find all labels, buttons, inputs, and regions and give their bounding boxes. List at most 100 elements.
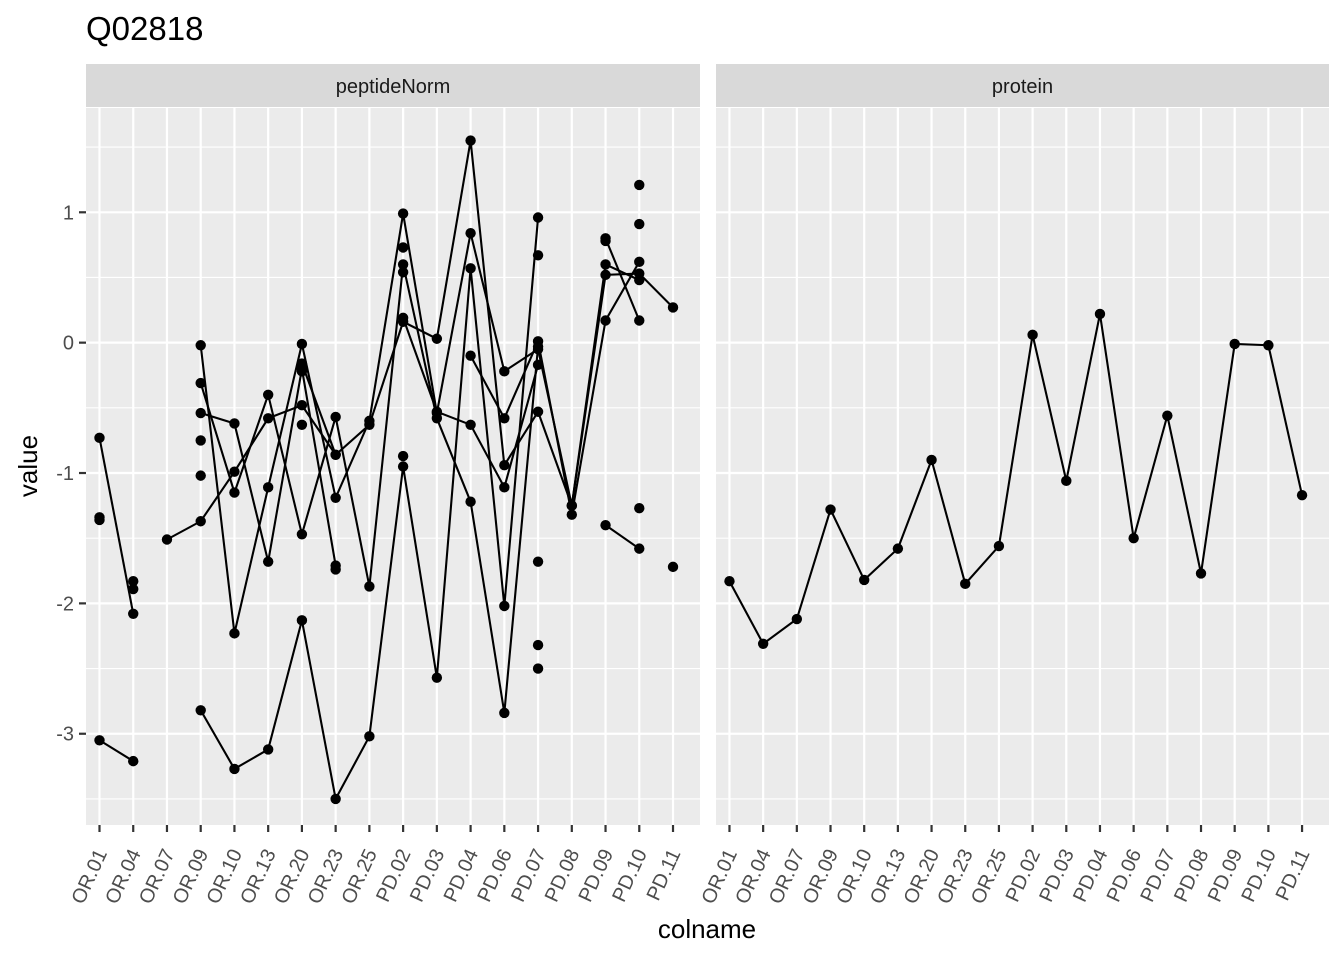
data-point [195, 470, 206, 481]
data-point [397, 242, 409, 253]
data-point [1162, 410, 1173, 421]
data-point [195, 705, 206, 716]
data-point [262, 389, 274, 400]
data-point [1061, 475, 1072, 487]
data-point [993, 540, 1005, 552]
data-point [195, 435, 206, 446]
series-line [98, 437, 135, 615]
series-line [604, 524, 640, 550]
data-point [128, 576, 139, 587]
data-point [262, 744, 274, 755]
y-axis-title: value [13, 435, 43, 497]
data-point [600, 235, 611, 247]
data-point [1027, 329, 1038, 341]
data-point [499, 413, 510, 424]
data-point [397, 267, 409, 278]
data-point [229, 418, 240, 429]
data-point [892, 543, 904, 554]
data-point [1195, 568, 1207, 579]
data-point [330, 564, 341, 575]
y-tick-label: -3 [56, 724, 74, 746]
data-point [634, 268, 645, 279]
data-point [330, 449, 341, 460]
data-point [364, 731, 375, 742]
facet-strip-label: protein [992, 76, 1053, 98]
data-point [296, 400, 308, 411]
data-point [296, 366, 308, 377]
data-point [431, 672, 443, 683]
data-point [397, 312, 409, 324]
data-point [532, 639, 544, 651]
data-point [926, 454, 937, 466]
data-point [634, 179, 645, 191]
panel-background [86, 108, 700, 825]
data-point [397, 461, 409, 472]
facet-strip-peptideNorm [86, 64, 700, 107]
data-point [431, 333, 443, 344]
data-point [465, 419, 476, 430]
series-line [300, 363, 337, 456]
data-point [1296, 489, 1308, 501]
data-point [229, 466, 240, 477]
data-point [634, 315, 645, 326]
data-point [229, 628, 240, 639]
data-point [532, 359, 544, 371]
data-point [229, 487, 240, 498]
data-point [364, 581, 375, 592]
data-point [94, 432, 105, 444]
data-point [634, 543, 645, 554]
data-point [600, 519, 611, 531]
data-point [296, 529, 308, 540]
data-point [667, 302, 679, 313]
data-point [128, 583, 139, 595]
data-point [499, 459, 510, 471]
data-point [634, 218, 645, 230]
data-point [1094, 308, 1106, 320]
data-point [330, 793, 341, 805]
data-point [397, 208, 409, 219]
data-point [195, 340, 206, 351]
data-point [1229, 338, 1240, 350]
data-point [161, 534, 173, 545]
data-point [431, 406, 443, 417]
y-tick-label: -1 [56, 463, 74, 485]
data-point [465, 263, 476, 274]
data-point [825, 504, 836, 515]
data-point [532, 406, 544, 417]
series-line [98, 739, 134, 763]
data-point [858, 574, 870, 586]
data-point [634, 256, 645, 268]
data-point [600, 269, 611, 281]
facet-strip-protein [716, 64, 1329, 107]
series-line [728, 313, 1304, 646]
data-point [262, 556, 274, 567]
data-point [499, 366, 510, 377]
x-axis-title: colname [658, 914, 756, 944]
data-point [296, 338, 308, 350]
y-tick-label: 1 [63, 202, 74, 224]
data-point [364, 419, 375, 430]
data-point [465, 496, 476, 507]
series-line [604, 237, 641, 321]
data-point [566, 509, 578, 520]
data-point [499, 482, 510, 493]
series-line [199, 213, 640, 634]
data-point [600, 259, 611, 270]
data-point [499, 600, 510, 612]
data-point [330, 492, 341, 503]
data-point [960, 578, 971, 590]
data-point [94, 514, 105, 526]
data-point [532, 336, 544, 347]
facet-strip-label: peptideNorm [336, 76, 451, 98]
data-point [397, 450, 409, 462]
data-point [499, 707, 510, 719]
data-point [532, 212, 544, 223]
data-point [465, 350, 476, 361]
data-point [128, 608, 139, 620]
data-point [229, 763, 240, 775]
data-point [195, 516, 206, 527]
y-tick-label: 0 [63, 333, 74, 355]
data-point [262, 413, 274, 424]
data-point [757, 638, 769, 649]
